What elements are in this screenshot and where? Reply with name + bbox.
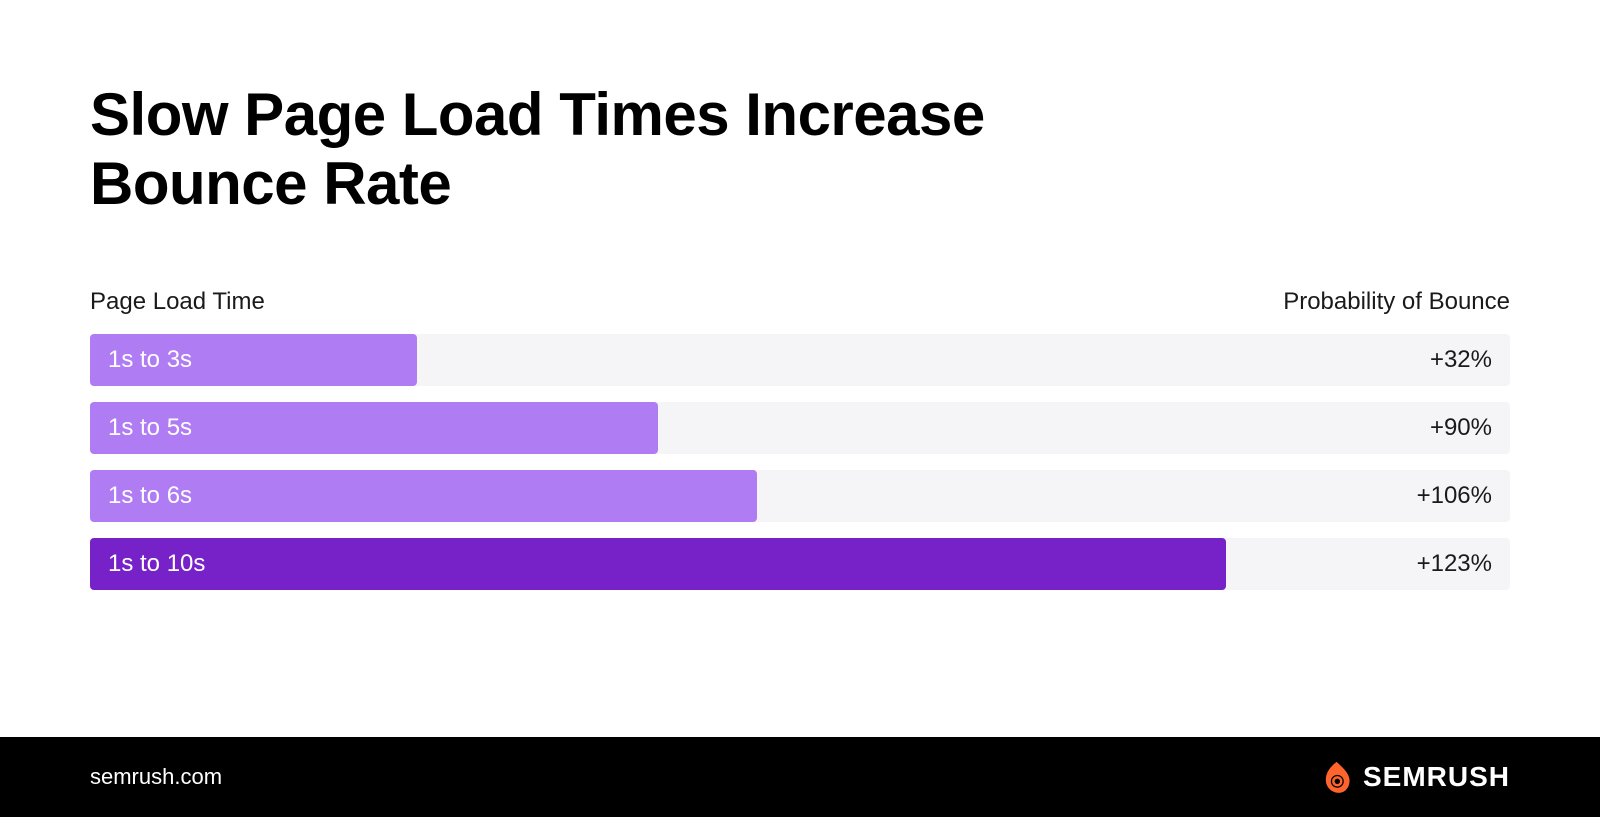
left-header: Page Load Time (90, 288, 265, 316)
bar-fill: 1s to 5s (90, 402, 658, 454)
bar-value: +90% (1430, 402, 1492, 454)
content-area: Slow Page Load Times Increase Bounce Rat… (0, 0, 1600, 737)
bar-row: 1s to 3s +32% (90, 334, 1510, 386)
bar-chart: 1s to 3s+32%1s to 5s+90%1s to 6s+106%1s … (90, 334, 1510, 590)
bar-label: 1s to 10s (108, 550, 205, 578)
bar-fill: 1s to 6s (90, 470, 757, 522)
brand: SEMRUSH (1315, 759, 1510, 795)
bar-row: 1s to 5s +90% (90, 402, 1510, 454)
bar-value: +32% (1430, 334, 1492, 386)
footer-url: semrush.com (90, 764, 222, 790)
brand-name: SEMRUSH (1363, 761, 1510, 793)
right-header: Probability of Bounce (1283, 288, 1510, 316)
bar-value: +106% (1417, 470, 1492, 522)
bar-fill: 1s to 10s (90, 538, 1226, 590)
bar-label: 1s to 3s (108, 346, 192, 374)
brand-flame-icon (1315, 759, 1351, 795)
chart-headers: Page Load Time Probability of Bounce (90, 288, 1510, 316)
footer: semrush.com SEMRUSH (0, 737, 1600, 817)
infographic-page: Slow Page Load Times Increase Bounce Rat… (0, 0, 1600, 817)
bar-value: +123% (1417, 538, 1492, 590)
page-title: Slow Page Load Times Increase Bounce Rat… (90, 80, 1190, 218)
bar-label: 1s to 6s (108, 482, 192, 510)
bar-row: 1s to 6s +106% (90, 470, 1510, 522)
bar-fill: 1s to 3s (90, 334, 417, 386)
bar-label: 1s to 5s (108, 414, 192, 442)
bar-row: 1s to 10s +123% (90, 538, 1510, 590)
